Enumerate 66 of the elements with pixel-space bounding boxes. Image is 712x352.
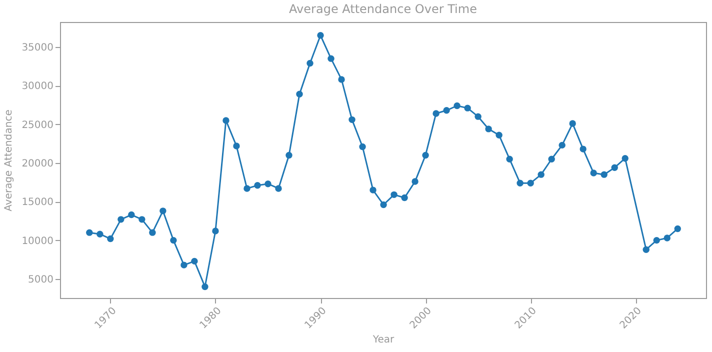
point bbox=[653, 236, 660, 244]
point bbox=[380, 201, 387, 208]
point bbox=[138, 216, 146, 223]
x-axis-title: Year bbox=[372, 334, 395, 346]
point bbox=[674, 225, 681, 232]
point bbox=[275, 185, 282, 192]
y-tick-label: 35000 bbox=[22, 42, 54, 54]
point bbox=[359, 143, 366, 150]
point bbox=[370, 186, 376, 194]
point bbox=[611, 164, 618, 171]
point bbox=[254, 182, 261, 189]
point bbox=[464, 104, 471, 112]
y-tick-label: 15000 bbox=[22, 197, 54, 208]
point bbox=[412, 178, 418, 185]
y-tick-label: 25000 bbox=[22, 120, 54, 131]
point bbox=[317, 32, 324, 39]
y-tick-label: 30000 bbox=[22, 81, 54, 92]
point bbox=[328, 55, 334, 62]
point bbox=[401, 194, 408, 202]
point bbox=[348, 116, 356, 124]
point bbox=[527, 180, 534, 186]
point bbox=[180, 262, 188, 268]
y-axis-title: Average Attendance bbox=[4, 110, 15, 212]
point bbox=[191, 258, 198, 265]
point bbox=[622, 154, 628, 162]
point bbox=[96, 230, 104, 238]
point bbox=[244, 185, 250, 192]
point bbox=[149, 229, 156, 236]
point bbox=[454, 102, 460, 110]
point bbox=[107, 235, 114, 242]
point bbox=[506, 156, 513, 162]
point bbox=[496, 132, 502, 138]
y-tick-label: 10000 bbox=[22, 236, 54, 247]
point bbox=[548, 156, 555, 162]
point bbox=[642, 246, 650, 253]
point bbox=[286, 152, 292, 159]
point bbox=[664, 234, 670, 242]
point bbox=[338, 76, 345, 83]
point bbox=[474, 113, 482, 120]
point bbox=[485, 126, 492, 132]
point bbox=[590, 170, 597, 176]
point bbox=[600, 171, 608, 178]
point bbox=[569, 120, 576, 127]
point bbox=[212, 228, 219, 234]
point bbox=[202, 283, 208, 290]
point bbox=[390, 191, 398, 198]
point bbox=[538, 171, 544, 178]
point bbox=[118, 216, 124, 223]
point bbox=[160, 208, 166, 214]
point bbox=[558, 142, 566, 149]
point bbox=[443, 107, 450, 114]
point bbox=[580, 146, 586, 152]
point bbox=[422, 152, 429, 159]
point bbox=[128, 211, 135, 218]
y-tick-label: 20000 bbox=[22, 158, 54, 170]
point bbox=[264, 180, 272, 188]
y-tick-label: 5000 bbox=[28, 274, 54, 286]
point bbox=[233, 142, 240, 150]
point bbox=[296, 90, 303, 98]
point bbox=[306, 60, 314, 67]
chart-title: Average Attendance Over Time bbox=[289, 2, 477, 16]
point bbox=[86, 229, 93, 236]
point bbox=[516, 180, 524, 186]
point bbox=[432, 110, 440, 117]
point bbox=[170, 236, 177, 244]
point bbox=[222, 117, 230, 124]
